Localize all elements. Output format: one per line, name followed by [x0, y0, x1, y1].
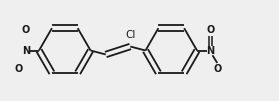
Text: N: N	[206, 45, 214, 56]
Text: O: O	[213, 64, 221, 74]
Text: O: O	[206, 25, 215, 35]
Text: Cl: Cl	[125, 30, 136, 40]
Text: O: O	[15, 64, 23, 74]
Text: N: N	[22, 45, 30, 56]
Text: O: O	[21, 25, 30, 35]
